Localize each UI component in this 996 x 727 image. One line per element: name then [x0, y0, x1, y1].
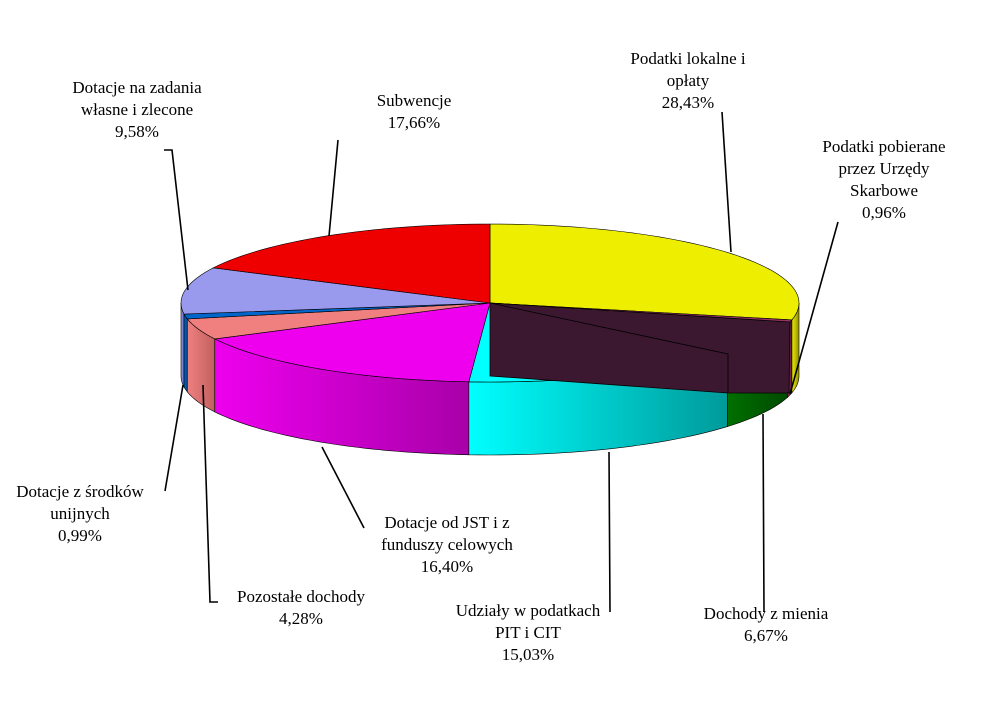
- slice-label-6: Dotacje z środków unijnych 0,99%: [16, 482, 144, 545]
- pie-overlay: [489, 302, 791, 394]
- slice-label-line: unijnych: [50, 504, 110, 523]
- slice-label-line: Dotacje z środków: [16, 482, 144, 501]
- slice-label-line: Subwencje: [377, 91, 452, 110]
- slice-label-line: Udziały w podatkach: [456, 601, 601, 620]
- leader-line-6: [164, 384, 184, 492]
- slice-label-line: 17,66%: [388, 113, 440, 132]
- slice-label-line: przez Urzędy: [838, 159, 930, 178]
- slice-label-line: 0,96%: [862, 203, 906, 222]
- slice-label-line: Dotacje od JST i z: [384, 513, 510, 532]
- leader-line-7: [164, 149, 189, 291]
- slice-label-line: Dotacje na zadania: [72, 78, 202, 97]
- slice-label-line: Podatki pobierane: [822, 137, 945, 156]
- slice-label-1: Podatki pobierane przez Urzędy Skarbowe 0,9…: [822, 137, 945, 222]
- slice-label-line: Skarbowe: [850, 181, 918, 200]
- leader-line-0: [721, 111, 732, 253]
- pie-slice-4: [213, 302, 491, 383]
- pie-side-6: [183, 312, 188, 393]
- slice-labels: Podatki lokalne i opłaty 28,43% Podatki pob…: [16, 49, 945, 664]
- slice-label-line: opłaty: [667, 71, 710, 90]
- slice-label-line: 9,58%: [115, 122, 159, 141]
- slice-label-5: Pozostałe dochody 4,28%: [237, 587, 365, 628]
- pie-slice-8: [212, 223, 491, 304]
- slice-label-line: 6,67%: [744, 626, 788, 645]
- slice-label-line: 16,40%: [421, 557, 473, 576]
- slice-label-line: 4,28%: [279, 609, 323, 628]
- slice-label-8: Subwencje 17,66%: [377, 91, 452, 132]
- pie-slice-7: [180, 267, 491, 315]
- leader-line-1: [789, 221, 839, 395]
- slice-label-4: Dotacje od JST i z funduszy celowych 16,40…: [381, 513, 513, 576]
- slice-label-line: Dochody z mienia: [704, 604, 829, 623]
- leader-line-2: [762, 413, 765, 613]
- slice-label-7: Dotacje na zadania własne i zlecone 9,58%: [72, 78, 202, 141]
- slice-label-2: Dochody z mienia 6,67%: [704, 604, 829, 645]
- leader-line-3: [608, 451, 611, 613]
- slice-label-line: Podatki lokalne i: [630, 49, 745, 68]
- slice-label-3: Udziały w podatkach PIT i CIT 15,03%: [456, 601, 601, 664]
- pie-side-7: [180, 302, 185, 388]
- leader-line-4: [321, 446, 365, 529]
- overlay-edge: [489, 302, 729, 393]
- leader-line-5: [202, 384, 218, 603]
- slice-label-line: własne i zlecone: [81, 100, 193, 119]
- leader-line-8: [328, 139, 339, 237]
- slice-label-line: PIT i CIT: [495, 623, 561, 642]
- slice-label-0: Podatki lokalne i opłaty 28,43%: [630, 49, 745, 112]
- pie-slice-5: [186, 302, 491, 340]
- slice-label-line: 0,99%: [58, 526, 102, 545]
- slice-label-line: 15,03%: [502, 645, 554, 664]
- dark-wedge-overlay: [489, 302, 791, 394]
- pie-slice-0: [489, 223, 800, 321]
- leader-lines: [164, 111, 839, 613]
- slice-label-line: funduszy celowych: [381, 535, 513, 554]
- slice-label-line: Pozostałe dochody: [237, 587, 365, 606]
- slice-label-line: 28,43%: [662, 93, 714, 112]
